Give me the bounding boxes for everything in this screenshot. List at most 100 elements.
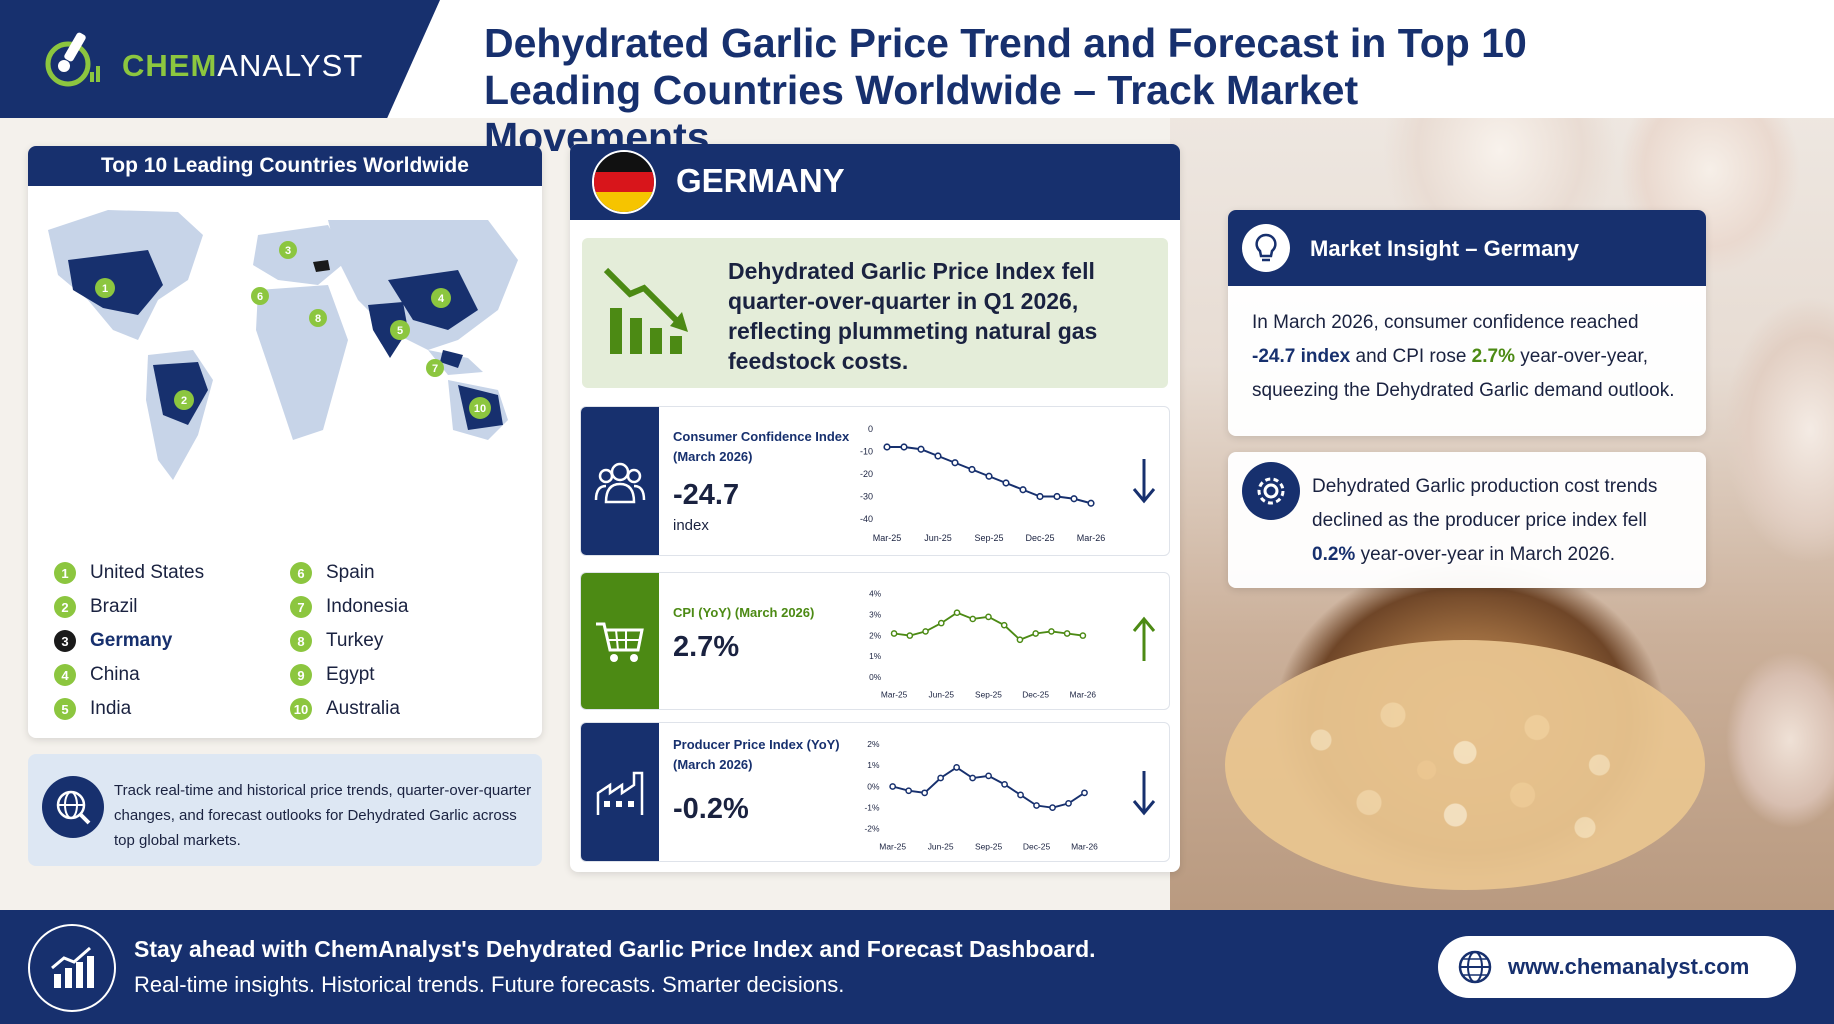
y-tick-label: 1% (867, 760, 880, 770)
market-insight-card: Market Insight – Germany In March 2026, … (1228, 210, 1706, 436)
data-point (890, 630, 898, 637)
country-label: Egypt (326, 664, 375, 685)
people-icon (581, 407, 659, 555)
summary-text: Dehydrated Garlic Price Index fell quart… (728, 258, 1098, 374)
data-point (921, 789, 929, 797)
metric-label: Producer Price Index (YoY) (March 2026) (673, 735, 863, 775)
chemanalyst-logo-icon (45, 32, 100, 87)
country-detail-panel: GERMANY Dehydrated Garlic Price Index fe… (570, 144, 1180, 872)
country-label: Spain (326, 562, 375, 583)
data-point (934, 452, 942, 460)
cpi-chart: 4% 3% 2% 1% 0% Mar-25 Jun-25 Sep-25 Dec-25 Mar-26 (869, 589, 1096, 700)
data-point (900, 443, 908, 451)
legend-item-indonesia[interactable]: 7 Indonesia (290, 590, 408, 624)
data-point (953, 609, 961, 617)
legend-item-india[interactable]: 5 India (54, 692, 204, 726)
country-label: Brazil (90, 596, 138, 617)
map-marker-8: 8 (315, 313, 321, 325)
country-label: Germany (90, 630, 173, 651)
insight-highlight-cpi: 2.7% (1471, 346, 1515, 367)
insight-highlight-cci: -24.7 index (1252, 346, 1351, 367)
gear-icon (1242, 462, 1300, 520)
x-tick-label: Dec-25 (1023, 841, 1051, 851)
data-point (1033, 802, 1040, 809)
data-point (1036, 492, 1044, 501)
country-label: Indonesia (326, 596, 409, 617)
legend-item-australia[interactable]: 10 Australia (290, 692, 408, 726)
legend-item-china[interactable]: 4 China (54, 658, 204, 692)
map-germany (313, 260, 330, 272)
cost-text-a: Dehydrated Garlic production cost trends… (1312, 476, 1658, 531)
rank-badge: 2 (54, 596, 76, 618)
y-tick-label: -20 (860, 469, 873, 479)
website-link[interactable]: www.chemanalyst.com (1438, 936, 1796, 998)
data-point (969, 615, 977, 623)
data-point (1079, 632, 1087, 639)
track-card-text: Track real-time and historical price tre… (114, 782, 532, 849)
x-tick-label: Jun-25 (928, 841, 954, 851)
data-point (883, 443, 891, 451)
data-point (985, 613, 992, 621)
data-point (1016, 636, 1024, 644)
legend-item-egypt[interactable]: 9 Egypt (290, 658, 408, 692)
x-tick-label: Dec-25 (1025, 533, 1054, 543)
x-tick-label: Mar-25 (881, 690, 908, 700)
data-point (1019, 486, 1027, 494)
map-india (368, 302, 408, 358)
rank-badge: 6 (290, 562, 312, 584)
legend-column-1: 1 United States 2 Brazil 3 Germany 4 China 5… (54, 556, 204, 726)
data-point (1081, 789, 1088, 797)
trend-down-arrow-icon (1132, 459, 1156, 504)
legend-item-brazil[interactable]: 2 Brazil (54, 590, 204, 624)
price-index-summary: Dehydrated Garlic Price Index fell quart… (582, 238, 1168, 388)
data-point (906, 632, 914, 639)
data-point (1049, 804, 1056, 812)
insight-text-a: In March 2026, consumer confidence reach… (1252, 312, 1639, 333)
data-point (1063, 630, 1071, 637)
data-point (985, 472, 993, 480)
metric-value: -0.2% (673, 793, 749, 825)
insight-text-e: year-over-year, (1514, 346, 1649, 367)
cost-highlight-ppi: 0.2% (1312, 544, 1356, 565)
y-tick-label: 2% (869, 630, 882, 640)
logo-wordmark[interactable]: CHEMANALYST (122, 48, 363, 84)
legend-item-turkey[interactable]: 8 Turkey (290, 624, 408, 658)
country-name: GERMANY (676, 162, 845, 199)
y-tick-label: 1% (869, 651, 882, 661)
map-marker-1: 1 (102, 283, 108, 295)
map-marker-4: 4 (438, 293, 445, 305)
country-label: United States (90, 562, 205, 583)
metric-label: Consumer Confidence Index (March 2026) (673, 427, 863, 467)
countries-card: Top 10 Leading Countries Worldwide 1 2 3… (28, 146, 542, 738)
lightbulb-icon (1242, 224, 1290, 272)
legend-item-germany[interactable]: 3 Germany (54, 624, 204, 658)
x-tick-label: Mar-26 (1071, 841, 1098, 851)
metric-label-line2: (March 2026) (673, 757, 753, 772)
metric-label-line2: (March 2026) (673, 449, 753, 464)
cost-card-text: Dehydrated Garlic production cost trends… (1312, 470, 1696, 572)
y-tick-label: -30 (860, 492, 873, 502)
legend-column-2: 6 Spain 7 Indonesia 8 Turkey 9 Egypt 10 Austr… (290, 556, 408, 726)
y-tick-label: -40 (860, 514, 873, 524)
data-point (968, 465, 976, 474)
cart-icon (581, 573, 659, 709)
legend-item-spain[interactable]: 6 Spain (290, 556, 408, 590)
y-tick-label: 4% (869, 589, 882, 599)
logo-chem: CHEM (122, 48, 218, 83)
x-tick-label: Mar-26 (1077, 533, 1106, 543)
map-marker-3: 3 (285, 245, 291, 257)
x-tick-label: Dec-25 (1022, 690, 1049, 700)
x-tick-label: Sep-25 (975, 690, 1002, 700)
y-tick-label: -1% (864, 802, 880, 812)
rising-chart-icon (28, 924, 116, 1012)
y-tick-label: 0% (869, 672, 882, 682)
legend-item-united-states[interactable]: 1 United States (54, 556, 204, 590)
country-label: Australia (326, 698, 400, 719)
data-point (1000, 621, 1008, 629)
data-point (1053, 492, 1061, 501)
data-point (1065, 800, 1072, 807)
rank-badge: 4 (54, 664, 76, 686)
map-marker-2: 2 (181, 395, 187, 407)
metric-label-line1: Producer Price Index (YoY) (673, 737, 840, 752)
